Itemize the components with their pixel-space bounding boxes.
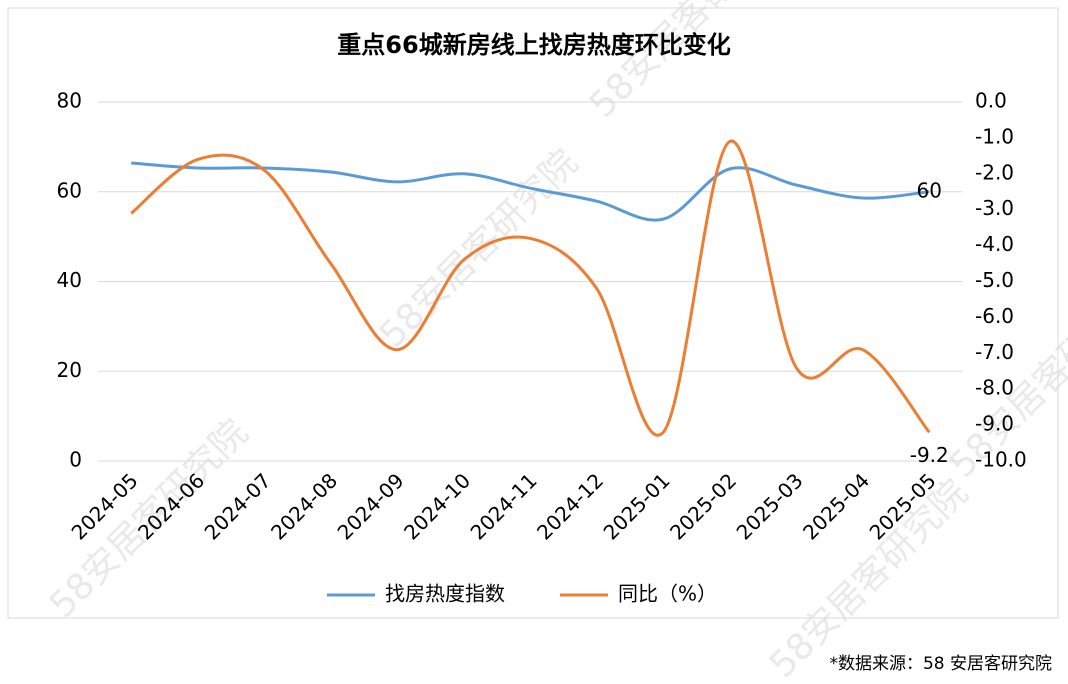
x-tick-label: 2025-03 xyxy=(732,468,808,544)
chart-title: 重点66城新房线上找房热度环比变化 xyxy=(337,31,730,59)
y2-tick-label: -6.0 xyxy=(975,304,1014,328)
y-tick-label: 0 xyxy=(69,448,82,472)
y2-tick-label: -2.0 xyxy=(975,160,1014,184)
y2-tick-label: -4.0 xyxy=(975,232,1014,256)
series-line xyxy=(131,161,930,222)
x-tick-label: 2025-01 xyxy=(599,468,675,544)
x-tick-label: 2025-02 xyxy=(665,468,741,544)
y2-tick-label: -9.0 xyxy=(975,412,1014,436)
y-tick-label: 60 xyxy=(57,178,82,202)
x-tick-label: 2025-04 xyxy=(798,468,874,544)
y2-tick-label: -10.0 xyxy=(975,448,1027,472)
x-tick-label: 2024-12 xyxy=(532,468,608,544)
y-tick-label: 20 xyxy=(57,358,82,382)
watermark: 58安居客研究院 xyxy=(582,0,796,126)
series-line xyxy=(130,139,931,437)
x-tick-label: 2024-10 xyxy=(399,468,475,544)
y-tick-label: 80 xyxy=(57,89,82,113)
y2-tick-label: -8.0 xyxy=(975,376,1014,400)
y2-tick-label: -5.0 xyxy=(975,268,1014,292)
y2-tick-label: -3.0 xyxy=(975,196,1014,220)
x-tick-label: 2024-09 xyxy=(333,468,409,544)
y2-tick-label: -7.0 xyxy=(975,340,1014,364)
x-tick-label: 2024-11 xyxy=(466,468,542,544)
watermark: 58安居客研究院 xyxy=(762,472,976,684)
legend-label: 找房热度指数 xyxy=(385,582,505,606)
y2-tick-label: 0.0 xyxy=(975,89,1007,113)
x-tick-label: 2024-08 xyxy=(266,468,342,544)
chart-frame xyxy=(7,7,1059,619)
source-note: *数据来源：58 安居客研究院 xyxy=(829,654,1052,674)
y2-tick-label: -1.0 xyxy=(975,124,1014,148)
y-tick-label: 40 xyxy=(57,268,82,292)
data-label: 60 xyxy=(917,178,942,202)
data-label: -9.2 xyxy=(910,443,949,467)
legend-label: 同比（%） xyxy=(618,582,717,606)
